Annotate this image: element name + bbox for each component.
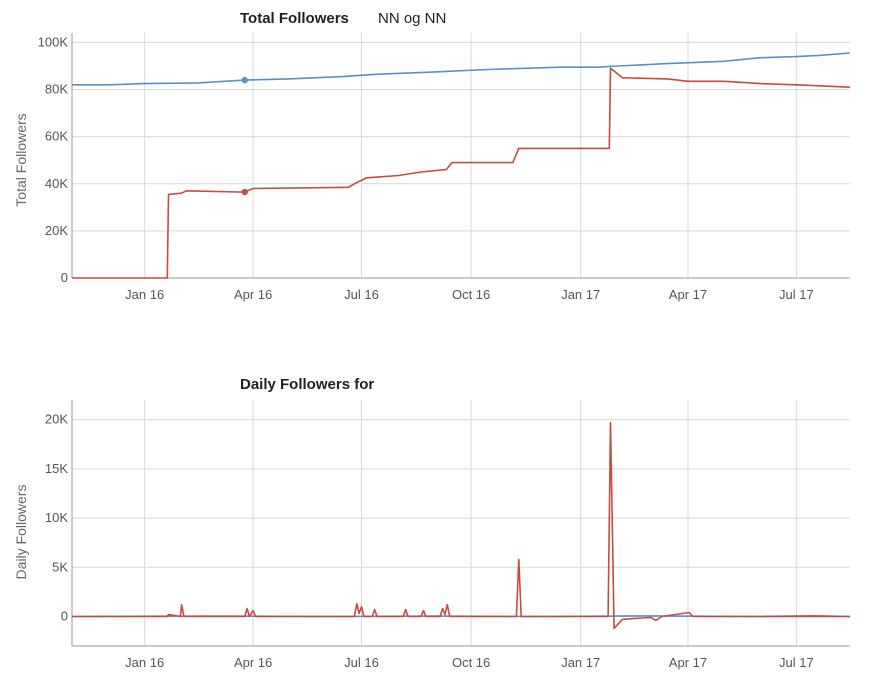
x-tick-labels: Jan 16 Apr 16 Jul 16 Oct 16 Jan 17 Apr 17 Jul …: [125, 655, 814, 670]
x-tick-label: Jan 16: [125, 655, 164, 670]
y-tick-label: 20K: [45, 412, 68, 427]
gridlines: [71, 33, 850, 279]
y-tick-label: 100K: [38, 34, 69, 49]
x-tick-label: Apr 17: [669, 287, 707, 302]
series-line-red: [72, 67, 851, 279]
daily-followers-chart: Daily Followers for Daily Followers 0 5K 1…: [13, 376, 851, 670]
x-tick-label: Jul 17: [779, 287, 814, 302]
x-tick-label: Jan 16: [125, 287, 164, 302]
y-tick-label: 60K: [45, 129, 68, 144]
gridlines: [71, 400, 850, 647]
x-tick-label: Jul 16: [344, 655, 379, 670]
x-tick-label: Jan 17: [561, 287, 600, 302]
x-tick-label: Oct 16: [452, 655, 490, 670]
x-tick-labels: Jan 16 Apr 16 Jul 16 Oct 16 Jan 17 Apr 17 Jul …: [125, 287, 814, 302]
series-point-blue[interactable]: [241, 76, 248, 84]
x-tick-label: Jul 17: [779, 655, 814, 670]
y-tick-label: 0: [61, 270, 68, 285]
y-tick-label: 20K: [45, 223, 68, 238]
series-lines: [72, 52, 851, 279]
series-point-red[interactable]: [241, 188, 248, 196]
y-tick-label: 5K: [52, 559, 68, 574]
chart-subtitle: NN og NN: [378, 10, 446, 27]
y-axis-label: Daily Followers: [13, 485, 29, 580]
x-tick-label: Apr 16: [234, 655, 272, 670]
chart-title: Total Followers: [240, 10, 349, 27]
y-tick-labels: 0 20K 40K 60K 80K 100K: [38, 34, 69, 285]
y-tick-label: 80K: [45, 82, 68, 97]
y-axis-label: Total Followers: [13, 113, 29, 206]
y-tick-label: 15K: [45, 461, 68, 476]
y-tick-labels: 0 5K 10K 15K 20K: [45, 412, 68, 624]
x-tick-label: Jul 16: [344, 287, 379, 302]
y-tick-label: 40K: [45, 176, 68, 191]
y-tick-label: 10K: [45, 510, 68, 525]
series-line-red: [72, 421, 850, 630]
x-tick-label: Oct 16: [452, 287, 490, 302]
x-tick-label: Jan 17: [561, 655, 600, 670]
total-followers-chart: Total Followers NN og NN Total Followers…: [13, 10, 851, 302]
series-lines: [71, 421, 851, 630]
series-line-blue: [72, 52, 851, 86]
x-tick-label: Apr 16: [234, 287, 272, 302]
y-tick-label: 0: [61, 608, 68, 623]
x-tick-label: Apr 17: [669, 655, 707, 670]
chart-title: Daily Followers for: [240, 376, 374, 393]
